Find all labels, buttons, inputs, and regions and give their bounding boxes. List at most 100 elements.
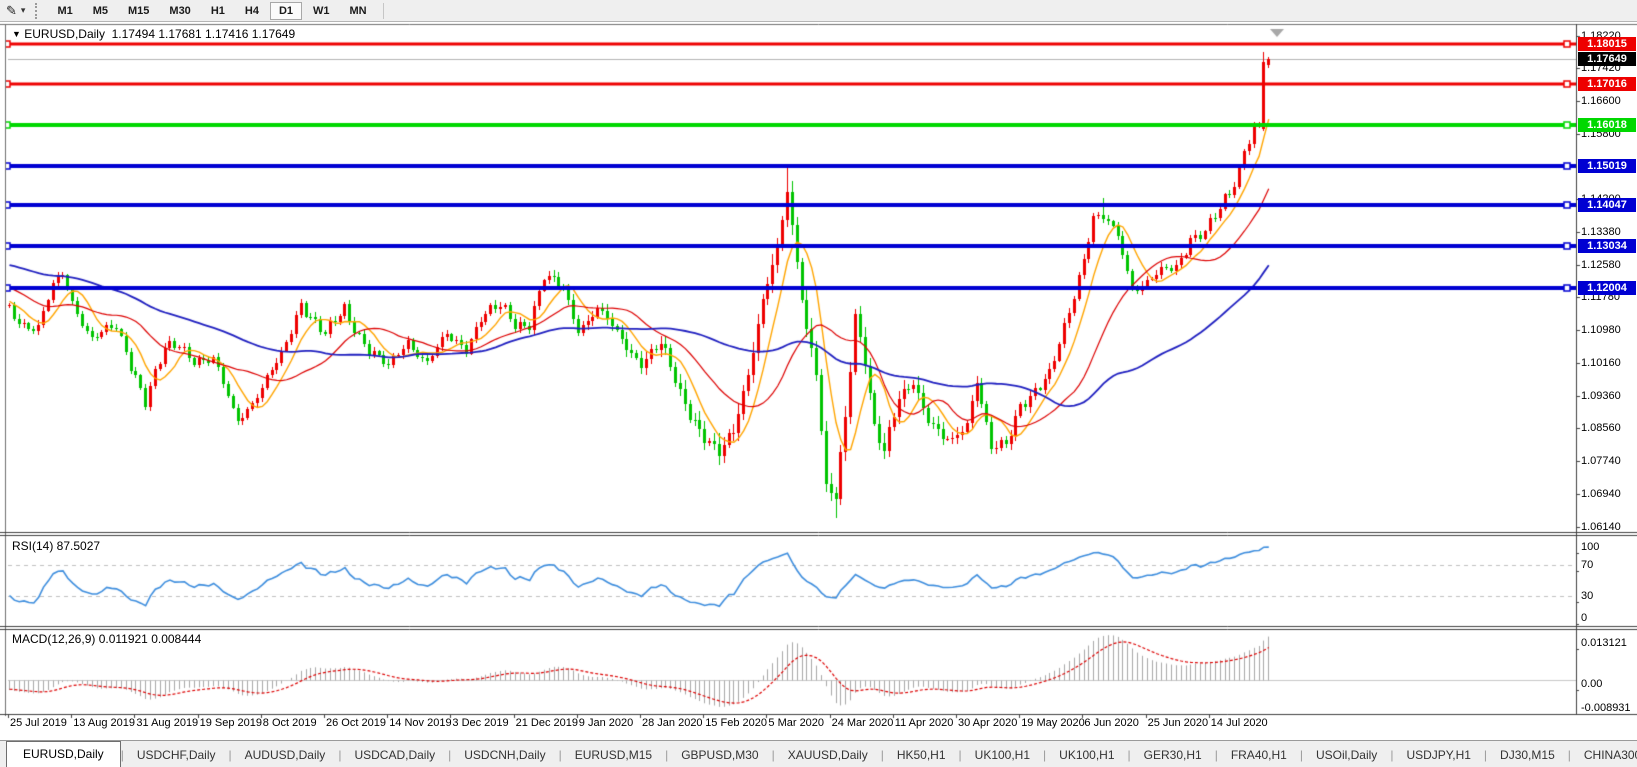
timeframe-button-m1[interactable]: M1 [48, 2, 81, 20]
rsi-axis-tick: 30 [1581, 590, 1594, 602]
macd-axis-tick: 0.00 [1581, 678, 1603, 690]
chevron-down-icon: ▾ [20, 5, 26, 15]
toolbar-drag-handle[interactable] [35, 2, 39, 19]
rsi-axis-tick: 0 [1581, 612, 1588, 624]
tab-audusd-daily[interactable]: AUDUSD,Daily [244, 748, 326, 762]
price-axis-tick: 1.06940 [1581, 488, 1621, 500]
ohlc-values: 1.17494 1.17681 1.17416 1.17649 [111, 27, 296, 41]
timeframe-button-mn[interactable]: MN [341, 2, 376, 20]
tab-ger30-h1[interactable]: GER30,H1 [1143, 748, 1202, 762]
tab-uk100-h1[interactable]: UK100,H1 [974, 748, 1031, 762]
tab-fra40-h1[interactable]: FRA40,H1 [1230, 748, 1287, 762]
tab-separator: | [1214, 748, 1218, 762]
tab-dj30-m15[interactable]: DJ30,M15 [1500, 748, 1555, 762]
tab-eurusd-daily[interactable]: EURUSD,Daily [6, 741, 121, 767]
tab-china300-h4[interactable]: CHINA300,H4 [1583, 748, 1637, 762]
date-axis-tick: 26 Oct 2019 [326, 717, 386, 729]
timeframe-button-h4[interactable]: H4 [236, 2, 268, 20]
date-axis-tick: 9 Jan 2020 [578, 717, 634, 729]
tab-xauusd-daily[interactable]: XAUUSD,Daily [787, 748, 868, 762]
tab-separator: | [558, 748, 562, 762]
tab-usdcnh-daily[interactable]: USDCNH,Daily [464, 748, 546, 762]
symbol-title: ▼ EURUSD,Daily 1.17494 1.17681 1.17416 1… [12, 27, 295, 41]
hline-price-label: 1.16018 [1578, 118, 1636, 133]
date-axis-tick: 13 Aug 2019 [73, 717, 135, 729]
date-axis-tick: 5 Mar 2020 [768, 717, 825, 729]
tab-separator: | [880, 748, 884, 762]
price-axis-tick: 1.10160 [1581, 357, 1621, 370]
hline-price-label: 1.14047 [1578, 198, 1636, 213]
date-axis-tick: 14 Jul 2020 [1210, 717, 1268, 729]
tab-separator: | [1483, 748, 1488, 762]
tab-gbpusd-m30[interactable]: GBPUSD,M30 [681, 748, 759, 762]
chart-tab-bar: EURUSD,Daily | USDCHF,Daily | AUDUSD,Daily | U… [0, 740, 1637, 767]
price-axis-tick: 1.16600 [1581, 95, 1621, 108]
date-axis-tick: 14 Nov 2019 [389, 717, 452, 729]
timeframe-buttons: M1 M5 M15 M30 H1 H4 D1 W1 MN [47, 1, 376, 20]
symbol-dropdown-icon[interactable]: ▼ [12, 29, 21, 39]
hline-price-label: 1.13034 [1578, 239, 1636, 254]
date-axis-tick: 25 Jun 2020 [1147, 717, 1209, 729]
price-axis-tick: 1.08560 [1581, 422, 1621, 435]
chart-tool-icon: ✎ [6, 2, 17, 18]
price-axis-tick: 1.12580 [1581, 258, 1621, 271]
date-axis-tick: 25 Jul 2019 [10, 717, 67, 729]
chart-tabs: EURUSD,Daily | USDCHF,Daily | AUDUSD,Daily | U… [0, 741, 1637, 767]
tab-separator: | [1390, 748, 1394, 762]
tab-separator: | [1567, 748, 1571, 762]
timeframe-button-m15[interactable]: M15 [119, 2, 158, 20]
macd-axis-tick: 0.013121 [1581, 637, 1627, 649]
price-axis-tick: 1.09360 [1581, 389, 1621, 402]
macd-axis-tick: -0.008931 [1581, 702, 1631, 714]
timeframe-button-h1[interactable]: H1 [202, 2, 234, 20]
tab-separator: | [1299, 748, 1303, 762]
tab-usdchf-daily[interactable]: USDCHF,Daily [136, 748, 216, 762]
date-axis-tick: 19 Sep 2019 [199, 717, 262, 729]
rsi-axis-tick: 100 [1581, 541, 1600, 553]
price-axis-tick: 1.06140 [1581, 520, 1621, 533]
tab-usdcad-daily[interactable]: USDCAD,Daily [354, 748, 436, 762]
date-axis-tick: 15 Feb 2020 [705, 717, 767, 729]
date-axis-tick: 6 Jun 2020 [1084, 717, 1139, 729]
tab-separator: | [1127, 748, 1131, 762]
tab-usdjpy-h1[interactable]: USDJPY,H1 [1406, 748, 1471, 762]
tab-separator: | [771, 748, 775, 762]
tab-uk100-h1[interactable]: UK100,H1 [1059, 748, 1115, 762]
price-axis-tick: 1.13380 [1581, 226, 1621, 239]
tab-separator: | [120, 748, 124, 762]
hline-price-label: 1.15019 [1578, 158, 1636, 173]
tab-usoil-daily[interactable]: USOil,Daily [1315, 748, 1378, 762]
tab-separator: | [1043, 748, 1047, 762]
tab-hk50-h1[interactable]: HK50,H1 [896, 748, 946, 762]
timeframe-button-w1[interactable]: W1 [304, 2, 339, 20]
current-price-label: 1.17649 [1578, 51, 1636, 66]
macd-label: MACD(12,26,9) 0.011921 0.008444 [12, 632, 202, 646]
symbol-title-text: EURUSD,Daily [24, 27, 105, 41]
date-axis-tick: 19 May 2020 [1021, 717, 1085, 729]
date-axis-tick: 28 Jan 2020 [642, 717, 703, 729]
tab-separator: | [448, 748, 452, 762]
price-axis-tick: 1.10980 [1581, 323, 1621, 336]
date-axis-tick: 30 Apr 2020 [958, 717, 1018, 729]
date-axis-tick: 3 Dec 2019 [452, 717, 509, 729]
tab-separator: | [338, 748, 342, 762]
date-axis-tick: 21 Dec 2019 [515, 717, 578, 729]
tab-separator: | [958, 748, 962, 762]
date-axis-tick: 11 Apr 2020 [894, 717, 954, 729]
price-axis-tick: 1.07740 [1581, 455, 1621, 468]
timeframe-button-d1[interactable]: D1 [269, 1, 302, 20]
hline-price-label: 1.17016 [1578, 77, 1636, 92]
tab-separator: | [665, 748, 669, 762]
date-axis-tick: 31 Aug 2019 [136, 717, 199, 729]
timeframe-button-m30[interactable]: M30 [160, 2, 199, 20]
hline-price-label: 1.18015 [1578, 36, 1636, 51]
tab-separator: | [228, 748, 232, 762]
rsi-axis-tick: 70 [1581, 559, 1594, 571]
hline-price-label: 1.12004 [1578, 281, 1636, 296]
chart-tool-button[interactable]: ✎ ▾ [0, 0, 31, 22]
timeframe-button-m5[interactable]: M5 [84, 2, 117, 20]
tab-eurusd-m15[interactable]: EURUSD,M15 [574, 748, 653, 762]
chart-canvas[interactable] [0, 0, 1637, 740]
date-axis-tick: 8 Oct 2019 [262, 717, 317, 729]
toolbar-separator [382, 2, 384, 19]
